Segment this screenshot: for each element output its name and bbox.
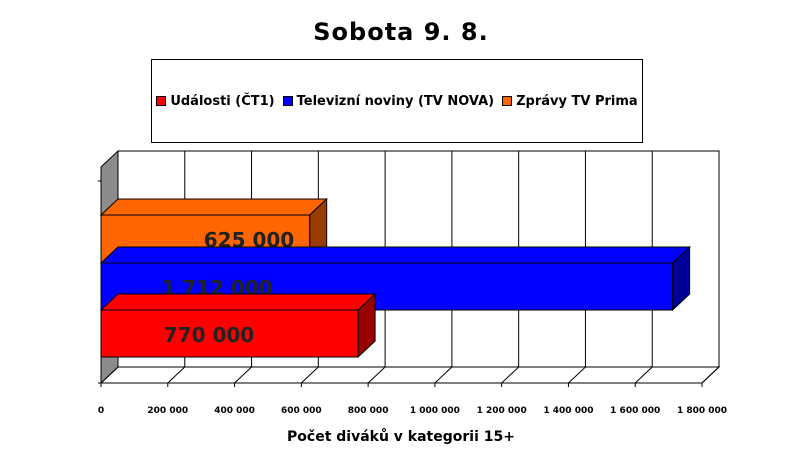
legend-swatch-udalosti bbox=[156, 96, 167, 106]
floor-gridline-8 bbox=[634, 366, 653, 384]
bar-top-2 bbox=[99, 198, 328, 216]
tick-label-3: 600 000 bbox=[281, 406, 322, 416]
tick-label-7: 1 400 000 bbox=[543, 406, 593, 416]
floor-gridline-9 bbox=[701, 366, 720, 384]
floor bbox=[99, 366, 721, 384]
tick-label-6: 1 200 000 bbox=[477, 406, 527, 416]
legend-label-udalosti: Události (ČT1) bbox=[170, 93, 275, 109]
chart-title: Sobota 9. 8. bbox=[313, 18, 489, 46]
tick-label-5: 1 000 000 bbox=[410, 406, 460, 416]
floor-gridline-2 bbox=[234, 366, 252, 384]
floor-gridline-6 bbox=[501, 366, 520, 384]
legend-label-zpravy-prima: Zprávy TV Prima bbox=[516, 93, 638, 109]
floor-gridline-3 bbox=[300, 366, 319, 384]
legend-item-udalosti: Události (ČT1) bbox=[156, 93, 275, 109]
legend-label-televizni-noviny: Televizní noviny (TV NOVA) bbox=[296, 93, 495, 109]
legend-item-televizni-noviny: Televizní noviny (TV NOVA) bbox=[282, 93, 495, 109]
floor-gridline-1 bbox=[167, 366, 186, 384]
tick-label-9: 1 800 000 bbox=[677, 406, 727, 416]
floor-gridline-4 bbox=[367, 366, 386, 384]
legend-swatch-televizni-noviny bbox=[282, 96, 293, 106]
x-axis-label: Počet diváků v kategorii 15+ bbox=[287, 429, 515, 445]
tick-label-2: 400 000 bbox=[214, 406, 255, 416]
tick-label-8: 1 600 000 bbox=[610, 406, 660, 416]
chart-legend: Události (ČT1) Televizní noviny (TV NOVA… bbox=[151, 59, 643, 143]
bar-top-0 bbox=[99, 293, 377, 311]
bar-top-1 bbox=[99, 246, 691, 264]
floor-gridline-7 bbox=[568, 366, 586, 384]
legend-swatch-zpravy-prima bbox=[502, 96, 513, 106]
bar-front-0 bbox=[100, 309, 359, 358]
tick-label-0: 0 bbox=[98, 406, 104, 416]
floor-gridline-5 bbox=[434, 366, 453, 384]
tick-label-4: 800 000 bbox=[348, 406, 389, 416]
tick-label-1: 200 000 bbox=[147, 406, 188, 416]
data-label-0: 770 000 bbox=[164, 323, 254, 347]
legend-item-zpravy-prima: Zprávy TV Prima bbox=[502, 94, 638, 109]
